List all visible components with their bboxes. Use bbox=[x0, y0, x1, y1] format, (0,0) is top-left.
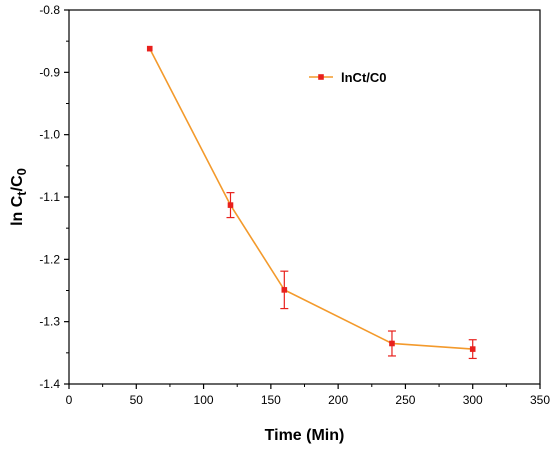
x-tick-label: 300 bbox=[463, 393, 483, 407]
y-axis-title: ln Ct/C0 bbox=[9, 168, 29, 226]
axis-titles: Time (Min)ln Ct/C0 bbox=[9, 168, 344, 444]
y-tick-label: -1.4 bbox=[39, 377, 60, 391]
y-tick-label: -0.9 bbox=[39, 65, 60, 79]
series-line bbox=[149, 48, 473, 350]
y-axis-title-subscript: t bbox=[14, 191, 29, 196]
x-tick-label: 150 bbox=[261, 393, 281, 407]
legend-label: lnCt/C0 bbox=[341, 70, 387, 85]
x-tick-label: 100 bbox=[194, 393, 214, 407]
data-point bbox=[469, 346, 476, 352]
y-tick-label: -1.3 bbox=[39, 315, 60, 329]
ticks: 0 50 100 150 200 250 300 350 -1.4 -1.3 -1.2 -1.1 -1.… bbox=[39, 3, 550, 407]
x-tick-label: 250 bbox=[395, 393, 415, 407]
y-axis-title-part: /C bbox=[9, 175, 26, 191]
y-tick-label: -1.0 bbox=[39, 128, 60, 142]
x-tick-label: 200 bbox=[328, 393, 348, 407]
data-point bbox=[227, 202, 234, 208]
legend-marker bbox=[318, 74, 324, 80]
axes bbox=[68, 9, 541, 385]
y-tick-label: -1.1 bbox=[39, 190, 60, 204]
plot-area bbox=[146, 45, 477, 360]
y-tick-label: -0.8 bbox=[39, 3, 60, 17]
data-point bbox=[146, 45, 153, 52]
data-point bbox=[389, 340, 395, 347]
y-axis-title-part: ln C bbox=[9, 195, 26, 226]
y-tick-label: -1.2 bbox=[39, 252, 60, 266]
x-axis-title: Time (Min) bbox=[265, 427, 345, 444]
data-point bbox=[281, 287, 288, 293]
y-axis-title-subscript: 0 bbox=[14, 168, 29, 175]
plot-frame bbox=[68, 9, 541, 385]
x-tick-label: 350 bbox=[530, 393, 550, 407]
legend: lnCt/C0 bbox=[309, 70, 387, 85]
x-tick-label: 0 bbox=[66, 393, 73, 407]
x-tick-label: 50 bbox=[130, 393, 144, 407]
